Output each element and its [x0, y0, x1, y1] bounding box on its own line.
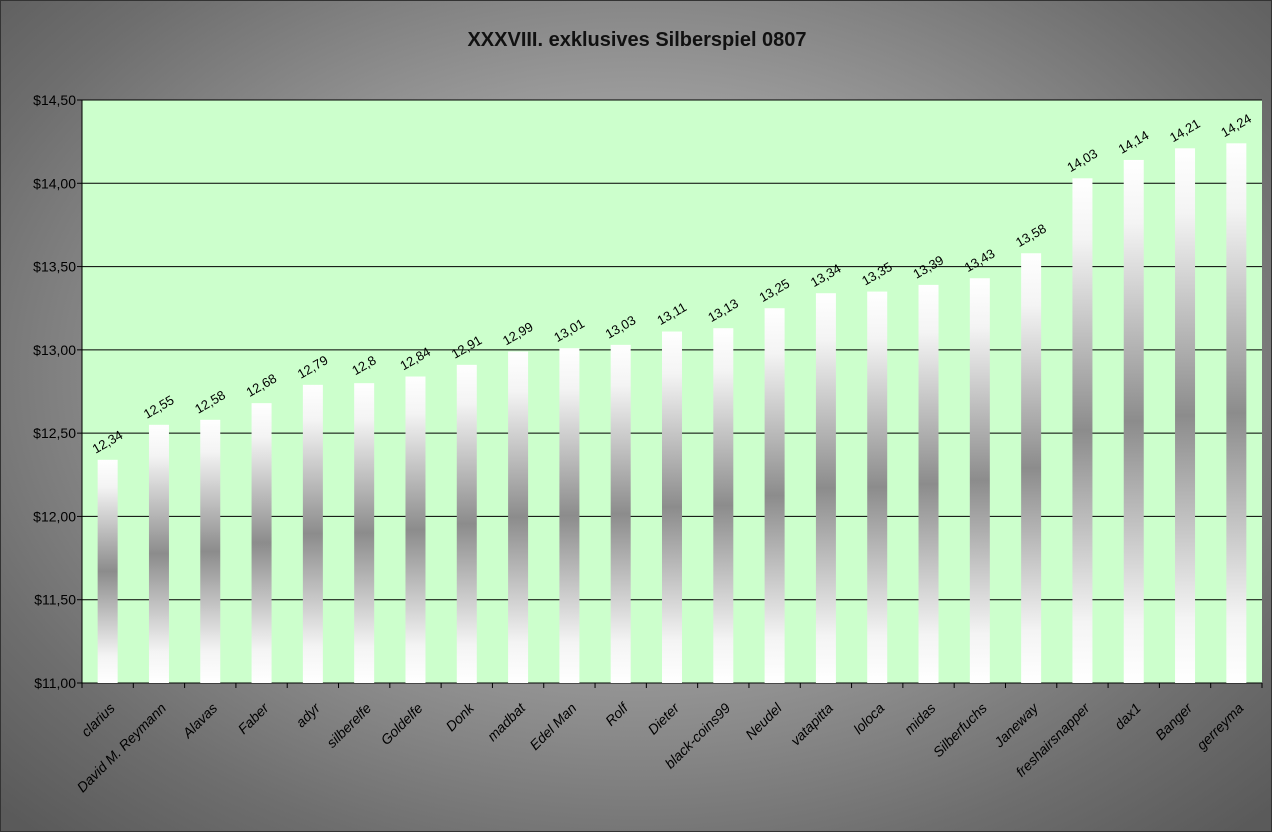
x-tick-label: Neudel [742, 699, 785, 742]
bar [1226, 143, 1247, 683]
bar [559, 348, 580, 683]
y-tick-label: $14,50 [33, 92, 76, 108]
y-tick-label: $13,00 [33, 342, 76, 358]
x-tick-label: dax1 [1111, 700, 1144, 733]
bar [867, 291, 888, 683]
x-tick-label: silberelfe [323, 700, 374, 751]
x-tick-label: Banger [1152, 699, 1196, 743]
bar [662, 331, 682, 683]
x-tick-label: Donk [442, 699, 477, 734]
y-tick-label: $11,00 [34, 675, 76, 691]
y-tick-label: $13,50 [33, 259, 76, 275]
bar [610, 344, 631, 683]
bar [302, 384, 323, 683]
y-tick-label: $11,50 [34, 592, 76, 608]
bar [456, 364, 477, 683]
x-tick-label: loloca [850, 700, 887, 737]
bar [918, 284, 939, 683]
x-tick-label: Goldelfe [377, 700, 425, 748]
bar [251, 403, 272, 683]
bar [969, 278, 990, 683]
y-tick-label: $12,50 [33, 425, 76, 441]
x-tick-label: Edel Man [526, 700, 579, 753]
bar [713, 328, 734, 683]
x-tick-label: Silberfuchs [930, 700, 990, 760]
x-tick-label: adyr [292, 699, 324, 731]
x-tick-label: Faber [235, 699, 273, 737]
x-tick-label: madbat [484, 699, 529, 744]
x-tick-label: midas [901, 700, 939, 738]
x-tick-label: Alavas [179, 700, 221, 742]
y-tick-label: $14,00 [33, 175, 76, 191]
bar [200, 419, 221, 683]
bar [764, 308, 785, 683]
bar [508, 351, 529, 683]
bar [405, 376, 426, 683]
bar [1021, 253, 1042, 683]
bar [1175, 148, 1196, 683]
x-tick-label: clarius [78, 700, 118, 740]
x-tick-label: Dieter [644, 699, 683, 738]
bar [815, 293, 836, 683]
bar [97, 459, 118, 683]
x-tick-label: gerreyma [1193, 700, 1246, 753]
x-tick-label: vatapitta [787, 700, 836, 749]
bar [354, 383, 375, 683]
bar [148, 424, 169, 683]
y-tick-label: $12,00 [33, 508, 76, 524]
chart-title: XXXVIII. exklusives Silberspiel 0807 [467, 29, 807, 51]
x-tick-label: David M. Reymann [74, 700, 170, 796]
x-tick-label: Rolf [602, 698, 632, 728]
bar [1072, 178, 1093, 683]
bar [1123, 159, 1144, 684]
x-tick-label: Janeway [990, 699, 1042, 751]
